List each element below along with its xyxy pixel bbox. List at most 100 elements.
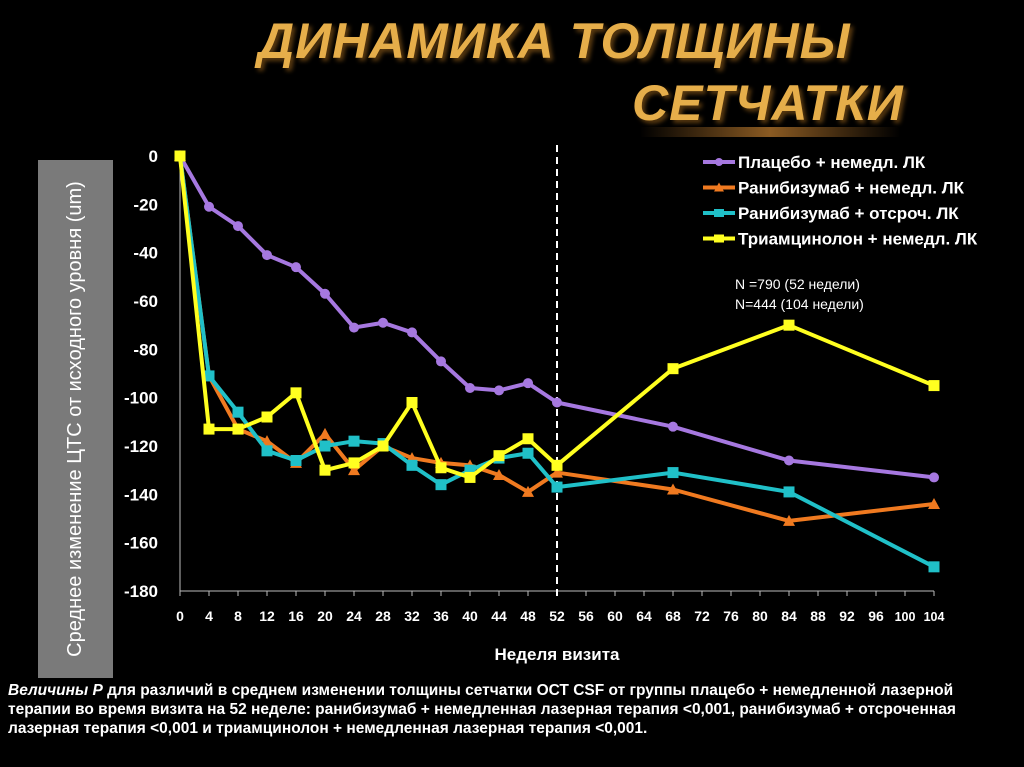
y-tick-label: -40 bbox=[133, 244, 158, 263]
x-tick-label: 80 bbox=[752, 608, 768, 624]
data-point bbox=[203, 423, 215, 435]
legend-label: Ранибизумаб + отсроч. ЛК bbox=[738, 204, 959, 223]
x-tick-label: 40 bbox=[462, 608, 478, 624]
data-point bbox=[232, 423, 244, 435]
data-point bbox=[262, 250, 272, 261]
data-point bbox=[377, 440, 389, 452]
y-tick-label: 0 bbox=[149, 147, 158, 166]
data-point bbox=[464, 471, 476, 483]
data-point bbox=[406, 397, 418, 408]
x-tick-label: 24 bbox=[346, 608, 362, 624]
data-point bbox=[290, 455, 302, 466]
title-underline bbox=[640, 127, 900, 137]
annotation-n: N =790 (52 недели) bbox=[735, 276, 860, 292]
data-point bbox=[349, 322, 359, 333]
y-axis-label-box bbox=[38, 160, 113, 678]
x-tick-label: 56 bbox=[578, 608, 594, 624]
data-point bbox=[783, 486, 795, 498]
legend-marker bbox=[714, 209, 724, 217]
data-point bbox=[174, 150, 186, 162]
data-point bbox=[522, 485, 534, 497]
data-point bbox=[783, 514, 795, 526]
data-point bbox=[290, 387, 302, 399]
x-tick-label: 84 bbox=[781, 608, 797, 624]
x-tick-label: 52 bbox=[549, 608, 565, 624]
y-tick-label: -120 bbox=[124, 437, 158, 456]
legend-marker bbox=[714, 182, 724, 192]
x-tick-label: 48 bbox=[520, 608, 536, 624]
data-point bbox=[493, 469, 505, 480]
data-point bbox=[233, 221, 243, 232]
y-tick-label: -100 bbox=[124, 389, 158, 408]
annotation-n: N=444 (104 недели) bbox=[735, 296, 864, 312]
data-point bbox=[436, 356, 446, 367]
data-point bbox=[261, 435, 273, 447]
data-point bbox=[348, 435, 360, 447]
data-point bbox=[204, 201, 214, 212]
data-point bbox=[783, 319, 795, 331]
data-point bbox=[319, 464, 331, 476]
data-point bbox=[667, 467, 679, 479]
data-point bbox=[493, 450, 505, 462]
data-point bbox=[928, 561, 940, 573]
data-point bbox=[929, 472, 939, 483]
data-point bbox=[320, 288, 330, 299]
x-tick-label: 32 bbox=[404, 608, 420, 624]
data-point bbox=[551, 459, 563, 471]
data-point bbox=[465, 383, 475, 393]
y-tick-label: -20 bbox=[133, 195, 158, 214]
data-point bbox=[784, 455, 794, 466]
y-tick-label: -160 bbox=[124, 534, 158, 553]
x-tick-label: 4 bbox=[205, 608, 213, 624]
data-point bbox=[494, 385, 504, 396]
y-tick-label: -80 bbox=[133, 340, 158, 359]
x-tick-label: 20 bbox=[317, 608, 333, 624]
data-point bbox=[435, 462, 447, 474]
data-point bbox=[523, 378, 533, 389]
data-point bbox=[378, 317, 388, 328]
data-point bbox=[552, 397, 562, 408]
legend-label: Ранибизумаб + немедл. ЛК bbox=[738, 179, 965, 198]
data-point bbox=[435, 479, 447, 491]
x-tick-label: 92 bbox=[839, 608, 855, 624]
x-tick-label: 100 bbox=[895, 610, 916, 624]
legend-label: Плацебо + немедл. ЛК bbox=[738, 153, 926, 172]
x-tick-label: 8 bbox=[234, 608, 242, 624]
x-tick-label: 96 bbox=[868, 608, 884, 624]
data-point bbox=[551, 481, 563, 493]
data-point bbox=[319, 440, 331, 452]
data-point bbox=[522, 433, 534, 445]
title-line-2: СЕТЧАТКИ bbox=[632, 75, 904, 131]
x-tick-label: 28 bbox=[375, 608, 391, 624]
data-point bbox=[928, 498, 940, 509]
y-tick-label: -60 bbox=[133, 292, 158, 311]
data-point bbox=[348, 464, 360, 476]
data-point bbox=[407, 327, 417, 338]
data-point bbox=[668, 421, 678, 432]
data-point bbox=[667, 483, 679, 495]
data-point bbox=[261, 445, 273, 457]
data-point bbox=[667, 363, 679, 375]
legend-marker bbox=[715, 158, 723, 166]
data-point bbox=[464, 464, 476, 476]
x-tick-label: 60 bbox=[607, 608, 623, 624]
legend-marker bbox=[714, 234, 724, 243]
x-axis-label: Неделя визита bbox=[494, 645, 620, 664]
x-tick-label: 16 bbox=[288, 608, 304, 624]
title-line-1: ДИНАМИКА ТОЛЩИНЫ bbox=[258, 13, 851, 69]
footnote-text: для различий в среднем изменении толщины… bbox=[8, 682, 956, 737]
data-point bbox=[319, 427, 331, 439]
y-tick-label: -140 bbox=[124, 485, 158, 504]
data-point bbox=[928, 380, 940, 392]
x-tick-label: 68 bbox=[665, 608, 681, 624]
y-tick-label: -180 bbox=[124, 582, 158, 601]
x-tick-label: 44 bbox=[491, 608, 507, 624]
x-tick-label: 88 bbox=[810, 608, 826, 624]
footnote: Величины P для различий в среднем измене… bbox=[8, 681, 1018, 738]
data-point bbox=[551, 466, 563, 478]
x-tick-label: 72 bbox=[694, 608, 710, 624]
x-tick-label: 76 bbox=[723, 608, 739, 624]
data-point bbox=[522, 447, 534, 459]
x-tick-label: 104 bbox=[924, 610, 945, 624]
